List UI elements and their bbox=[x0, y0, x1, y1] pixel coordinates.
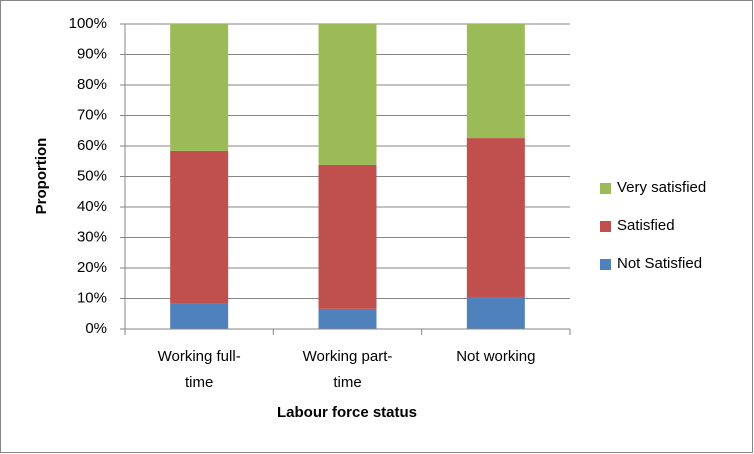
legend-label: Not Satisfied bbox=[617, 255, 702, 272]
x-tick-label: Working part-time bbox=[303, 348, 393, 391]
bar-segment bbox=[466, 138, 525, 297]
legend-label: Satisfied bbox=[617, 217, 675, 234]
x-tick-label-line: Working part- bbox=[303, 348, 393, 365]
legend-swatch bbox=[600, 183, 611, 194]
x-tick-label-line: time bbox=[333, 374, 361, 391]
bar-segment bbox=[170, 150, 229, 304]
y-tick-label: 70% bbox=[77, 106, 107, 123]
bar-segment bbox=[170, 24, 229, 151]
y-axis-title: Proportion bbox=[33, 138, 50, 215]
y-tick-label: 50% bbox=[77, 167, 107, 184]
x-tick-label-line: time bbox=[185, 374, 213, 391]
y-tick-label: 60% bbox=[77, 137, 107, 154]
bar-segment bbox=[318, 308, 377, 329]
x-axis-title: Labour force status bbox=[277, 404, 417, 421]
bar-segment bbox=[466, 24, 525, 139]
bar-segment bbox=[318, 164, 377, 309]
y-tick-label: 10% bbox=[77, 289, 107, 306]
y-tick-label: 100% bbox=[69, 15, 107, 32]
y-tick-label: 40% bbox=[77, 198, 107, 215]
x-tick-label: Not working bbox=[456, 348, 535, 365]
y-tick-label: 80% bbox=[77, 76, 107, 93]
y-tick-label: 0% bbox=[85, 320, 107, 337]
y-tick-label: 90% bbox=[77, 45, 107, 62]
x-tick-label-line: Working full- bbox=[158, 348, 241, 365]
bar-segment bbox=[170, 303, 229, 329]
legend-swatch bbox=[600, 221, 611, 232]
y-tick-label: 20% bbox=[77, 259, 107, 276]
y-tick-label: 30% bbox=[77, 228, 107, 245]
legend-label: Very satisfied bbox=[617, 179, 706, 196]
x-tick-label: Working full-time bbox=[158, 348, 241, 391]
bar-segment bbox=[466, 296, 525, 329]
bar-segment bbox=[318, 24, 377, 165]
legend-swatch bbox=[600, 259, 611, 270]
